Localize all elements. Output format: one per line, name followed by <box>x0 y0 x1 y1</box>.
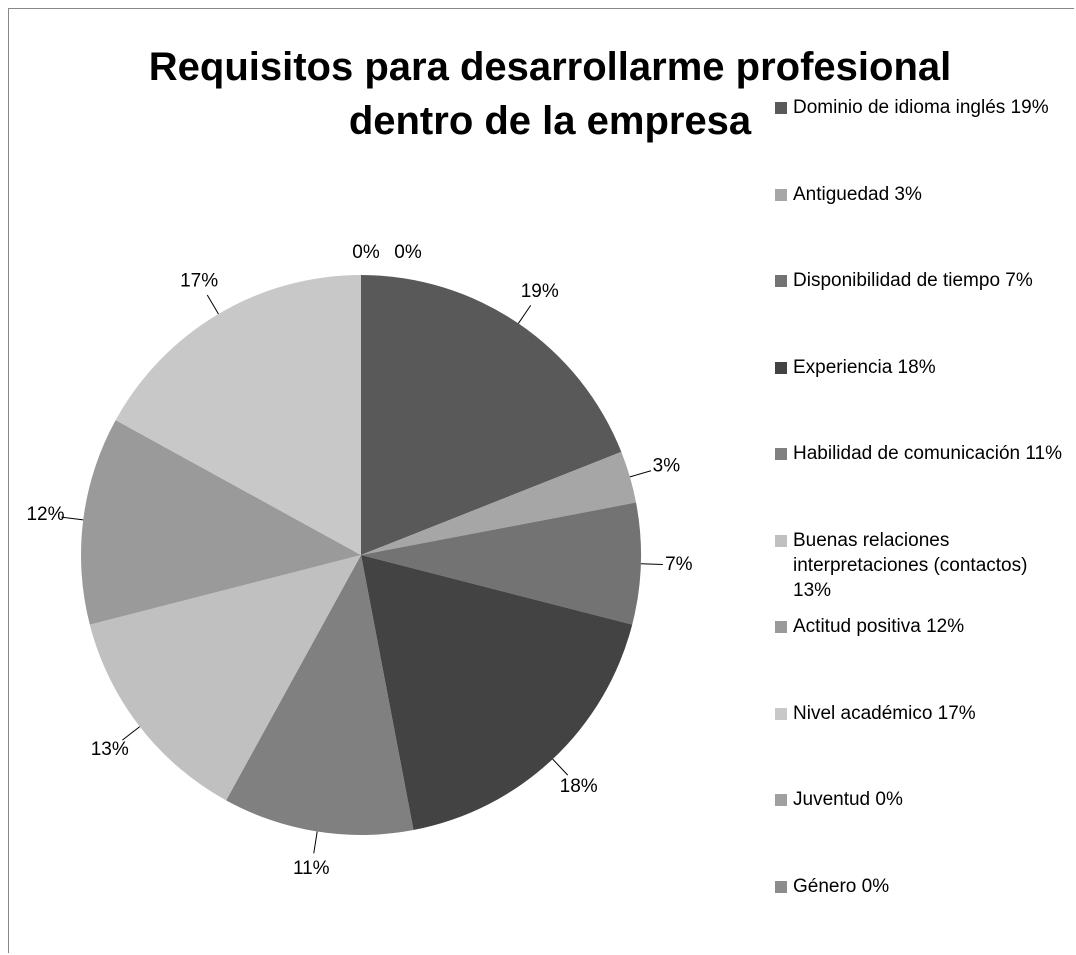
chart-border <box>8 8 1074 953</box>
legend-label: Género 0% <box>793 875 890 897</box>
legend-item: Dominio de idioma inglés 19% <box>775 95 1065 120</box>
legend-label: Antiguedad 3% <box>793 183 922 205</box>
legend-swatch <box>775 448 787 460</box>
legend-swatch <box>775 794 787 806</box>
leader-line <box>517 304 532 324</box>
pie-slice <box>89 555 361 801</box>
data-label: 13% <box>91 739 129 760</box>
pie-slice <box>361 451 637 555</box>
leader-line <box>313 831 318 854</box>
data-label: 7% <box>665 554 693 575</box>
leader-line <box>122 726 141 741</box>
data-label: 17% <box>180 270 218 291</box>
legend-item: Antiguedad 3% <box>775 182 1065 207</box>
legend-item: Actitud positiva 12% <box>775 614 1065 639</box>
legend-swatch <box>775 880 787 893</box>
legend-swatch <box>775 621 787 633</box>
pie-slice <box>115 275 362 555</box>
leader-line <box>552 758 569 776</box>
legend-label: Dominio de idioma inglés 19% <box>793 97 1049 118</box>
legend-swatch <box>775 102 787 114</box>
chart-title: Requisitos para desarrollarme profesiona… <box>148 45 952 143</box>
legend-label: Juventud 0% <box>793 789 903 810</box>
pie-slice <box>226 555 414 835</box>
leader-line <box>640 563 663 565</box>
pie-slice <box>361 555 633 831</box>
legend-item: Habilidad de comunicación 11% <box>775 441 1065 466</box>
legend-label: Nivel académico 17% <box>793 702 976 724</box>
legend-item: Experiencia 18% <box>775 355 1065 380</box>
legend-label: Actitud positiva 12% <box>793 616 965 637</box>
data-label: 11% <box>293 858 330 879</box>
legend-swatch <box>775 188 787 201</box>
legend-item: Nivel académico 17% <box>775 701 1065 726</box>
legend-item: Género 0% <box>775 874 1065 899</box>
pie-slice <box>361 502 642 625</box>
legend-swatch <box>775 361 787 374</box>
legend-label: Disponibilidad de tiempo 7% <box>793 270 1033 291</box>
data-label: 12% <box>26 504 64 525</box>
data-label: 0% <box>394 242 422 263</box>
pie-slice <box>361 275 622 555</box>
data-label: 3% <box>653 455 681 476</box>
data-label: 0% <box>352 242 380 263</box>
legend-label: Buenas relaciones interpretaciones (cont… <box>793 529 1028 601</box>
legend-label: Experiencia 18% <box>793 356 936 378</box>
data-label: 19% <box>521 281 559 302</box>
data-label: 18% <box>560 776 598 797</box>
legend-item: Juventud 0% <box>775 787 1065 812</box>
legend-swatch <box>775 707 787 720</box>
legend-item: Disponibilidad de tiempo 7% <box>775 268 1065 293</box>
legend-label: Habilidad de comunicación 11% <box>793 443 1062 464</box>
leader-line <box>206 294 219 315</box>
pie-slice <box>81 420 362 625</box>
leader-line <box>61 516 84 521</box>
leader-line <box>629 470 652 478</box>
legend-swatch <box>775 275 787 287</box>
legend-item: Buenas relaciones interpretaciones (cont… <box>775 528 1065 603</box>
legend-swatch <box>775 534 787 547</box>
